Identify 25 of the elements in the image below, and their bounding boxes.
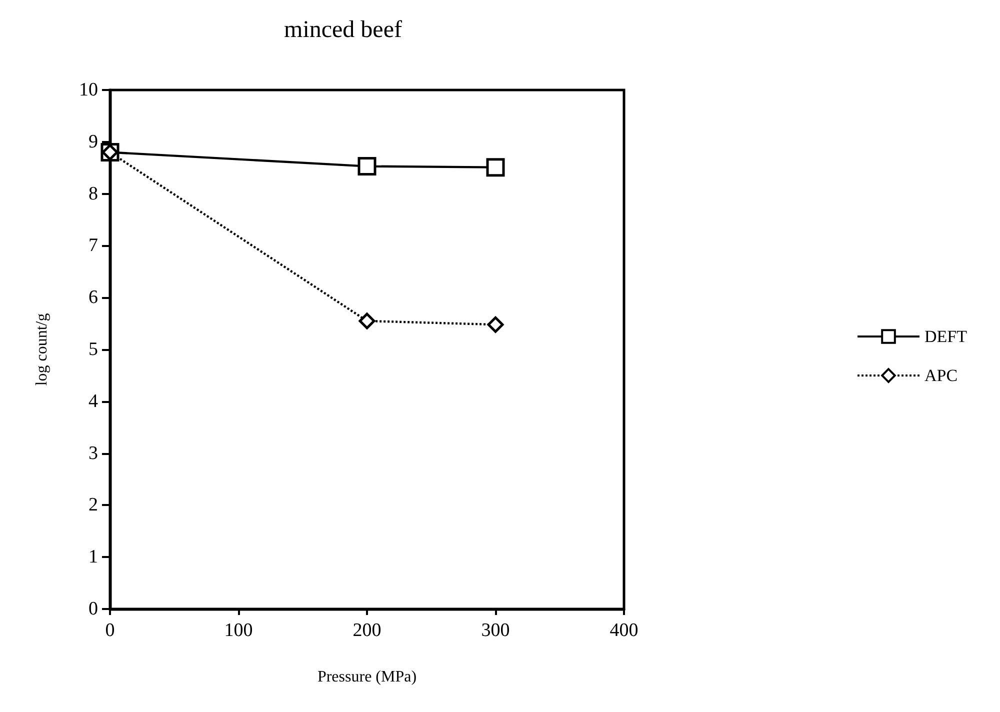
x-tick-label: 100 [224, 620, 253, 641]
y-tick-label: 2 [88, 494, 98, 516]
y-tick-label: 6 [88, 287, 98, 308]
y-axis-title: log count/g [34, 313, 50, 386]
y-tick-label: 9 [88, 131, 98, 152]
x-axis-title: Pressure (MPa) [317, 668, 417, 686]
y-tick-label: 8 [88, 183, 98, 204]
y-tick-label: 4 [88, 390, 98, 412]
y-tick-label: 7 [88, 235, 98, 256]
chart-title: minced beef [284, 17, 402, 43]
x-tick-label: 0 [105, 620, 115, 641]
y-tick-label: 1 [88, 546, 98, 568]
point [486, 158, 505, 177]
x-tick-label: 400 [610, 620, 638, 641]
x-tick-label: 200 [352, 620, 382, 641]
point [358, 157, 376, 176]
legend-label: APC [924, 366, 958, 385]
y-tick-label: 5 [88, 339, 98, 360]
x-tick-label: 300 [481, 620, 510, 641]
legend-label: DEFT [924, 327, 968, 346]
y-tick-label: 0 [88, 598, 98, 620]
point [358, 312, 376, 330]
point [487, 316, 504, 333]
y-tick-label: 3 [88, 442, 98, 464]
y-tick-label: 10 [79, 80, 98, 100]
